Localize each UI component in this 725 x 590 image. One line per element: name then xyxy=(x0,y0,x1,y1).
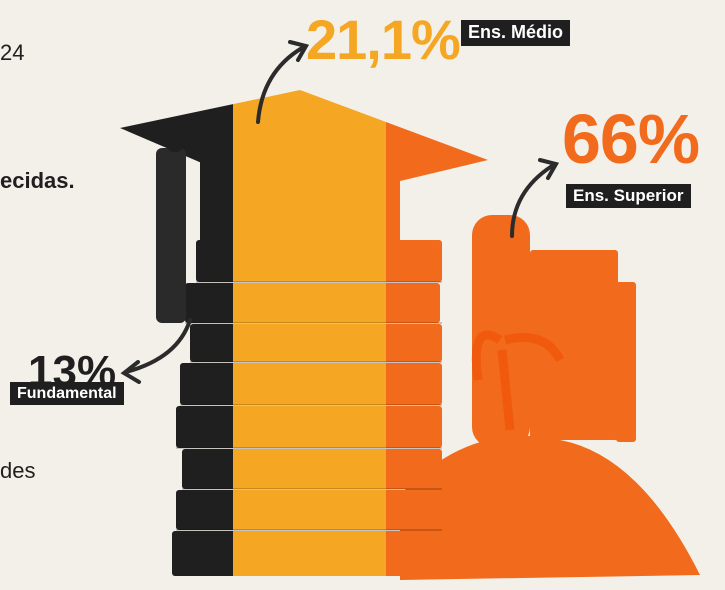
tassel xyxy=(156,118,186,323)
medio-percentage: 21,1% xyxy=(306,8,461,71)
cropped-text-line-3: des xyxy=(0,458,36,483)
superior-label: Ens. Superior xyxy=(566,184,691,209)
cropped-text-line-1: 24 xyxy=(0,40,25,65)
diploma-ribbon xyxy=(471,330,565,431)
book-spine-lines xyxy=(176,281,442,531)
superior-percentage: 66% xyxy=(562,100,700,178)
fundamental-label: Fundamental xyxy=(10,382,124,406)
cropped-text-line-2: ecidas. xyxy=(0,168,75,193)
pointer-arrows xyxy=(120,40,560,384)
medio-label: Ens. Médio xyxy=(461,20,571,46)
